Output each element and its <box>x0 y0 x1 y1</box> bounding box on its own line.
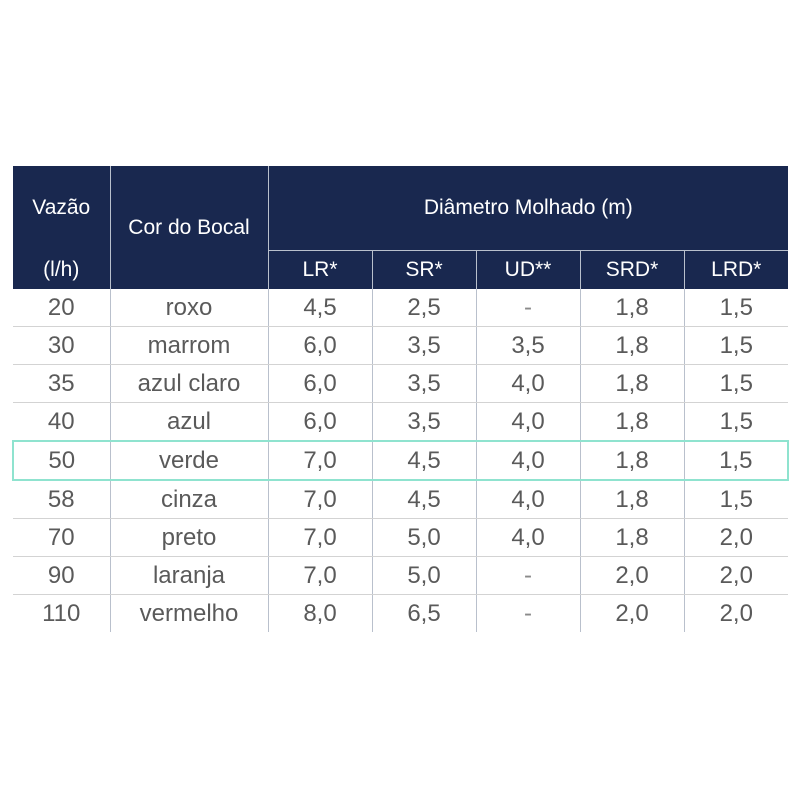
cell-cor-do-bocal: marrom <box>109 326 268 365</box>
header-sr: SR* <box>371 250 476 289</box>
cell-lrd: 2,0 <box>683 556 789 595</box>
cell-vazao: 90 <box>13 556 110 595</box>
table-row: 30 marrom 6,0 3,5 3,5 1,8 1,5 <box>13 326 789 365</box>
cell-vazao: 35 <box>13 364 110 403</box>
cell-ud: 4,0 <box>475 364 580 403</box>
table-row: 35 azul claro 6,0 3,5 4,0 1,8 1,5 <box>13 364 789 403</box>
cell-ud: 4,0 <box>475 480 580 519</box>
cell-vazao: 40 <box>13 402 110 442</box>
nozzle-table: Vazão Cor do Bocal Diâmetro Molhado (m) … <box>12 166 790 632</box>
cell-lr: 7,0 <box>267 440 372 481</box>
cell-ud: 4,0 <box>475 440 580 481</box>
header-vazao-unit: (l/h) <box>13 250 110 289</box>
table-row: 20 roxo 4,5 2,5-1,8 1,5 <box>13 289 789 327</box>
cell-ud: 4,0 <box>475 518 580 557</box>
cell-lrd: 1,5 <box>683 289 789 327</box>
header-ud: UD** <box>475 250 580 289</box>
cell-vazao: 110 <box>42 599 81 627</box>
cell-lrd: 2,0 <box>683 594 789 632</box>
cell-sr: 5,0 <box>371 556 476 595</box>
cell-sr: 6,5 <box>371 594 476 632</box>
cell-cor-do-bocal: verde <box>109 440 268 481</box>
cell-cor-do-bocal: cinza <box>109 480 268 519</box>
table-body: 20 roxo 4,5 2,5-1,8 1,5 30 marrom 6,0 3,5 3,5 1,8 1… <box>12 289 790 632</box>
cell-lr: 4,5 <box>267 289 372 327</box>
header-lrd: LRD* <box>683 250 789 289</box>
cell-ud: 3,5 <box>475 326 580 365</box>
cell-ud: 4,0 <box>475 402 580 442</box>
table-row: 90 laranja 7,0 5,0-2,0 2,0 <box>13 556 789 595</box>
header-vazao: Vazão <box>13 166 110 251</box>
cell-lr: 7,0 <box>267 480 372 519</box>
header-cor-do-bocal: Cor do Bocal <box>109 166 268 289</box>
cell-cor-do-bocal: vermelho <box>109 594 268 632</box>
cell-lr: 6,0 <box>267 326 372 365</box>
cell-srd: 1,8 <box>579 402 684 442</box>
cell-lrd: 1,5 <box>683 480 789 519</box>
cell-lrd: 2,0 <box>683 518 789 557</box>
header-srd: SRD* <box>579 250 684 289</box>
cell-lr: 8,0 <box>267 594 372 632</box>
cell-lrd: 1,5 <box>683 402 789 442</box>
cell-srd: 2,0 <box>579 594 684 632</box>
cell-srd: 1,8 <box>579 480 684 519</box>
cell-srd: 1,8 <box>579 440 684 481</box>
table-row: 40 azul 6,0 3,5 4,0 1,8 1,5 <box>13 402 789 442</box>
cell-lr: 7,0 <box>267 556 372 595</box>
cell-sr: 4,5 <box>371 480 476 519</box>
cell-sr: 2,5 <box>371 289 476 327</box>
cell-srd: 2,0 <box>579 556 684 595</box>
cell-lrd: 1,5 <box>683 440 790 481</box>
cell-vazao: 20 <box>13 289 110 327</box>
cell-srd: 1,8 <box>579 326 684 365</box>
cell-vazao: 30 <box>13 326 110 365</box>
cell-cor-do-bocal: azul <box>109 402 268 442</box>
cell-sr: 4,5 <box>371 440 476 481</box>
table-header: Vazão Cor do Bocal Diâmetro Molhado (m) … <box>13 166 789 289</box>
cell-cor-do-bocal: azul claro <box>109 364 268 403</box>
cell-lrd: 1,5 <box>683 364 789 403</box>
cell-ud: - <box>475 594 580 632</box>
cell-ud: - <box>475 556 580 595</box>
cell-ud: - <box>475 289 580 327</box>
header-diametro-molhado: Diâmetro Molhado (m) <box>267 166 789 251</box>
cell-vazao: 58 <box>13 480 110 519</box>
cell-sr: 5,0 <box>371 518 476 557</box>
cell-lr: 7,0 <box>267 518 372 557</box>
cell-srd: 1,8 <box>579 289 684 327</box>
table-row: 110 vermelho 8,0 6,5-2,0 2,0 <box>13 594 789 632</box>
cell-vazao: 50 <box>12 440 110 481</box>
cell-lr: 6,0 <box>267 364 372 403</box>
cell-cor-do-bocal: preto <box>109 518 268 557</box>
cell-sr: 3,5 <box>371 326 476 365</box>
cell-sr: 3,5 <box>371 364 476 403</box>
table-row: 58 cinza 7,0 4,5 4,0 1,8 1,5 <box>13 480 789 519</box>
cell-cor-do-bocal: roxo <box>109 289 268 327</box>
header-lr: LR* <box>267 250 372 289</box>
table-row: 70 preto 7,0 5,0 4,0 1,8 2,0 <box>13 518 789 557</box>
table-row: 50 verde 7,0 4,5 4,0 1,8 1,5 <box>12 440 790 481</box>
cell-lr: 6,0 <box>267 402 372 442</box>
cell-cor-do-bocal: laranja <box>109 556 268 595</box>
cell-srd: 1,8 <box>579 364 684 403</box>
nozzle-table-container: Vazão Cor do Bocal Diâmetro Molhado (m) … <box>12 166 790 632</box>
cell-sr: 3,5 <box>371 402 476 442</box>
cell-srd: 1,8 <box>579 518 684 557</box>
cell-lrd: 1,5 <box>683 326 789 365</box>
cell-vazao: 70 <box>13 518 110 557</box>
